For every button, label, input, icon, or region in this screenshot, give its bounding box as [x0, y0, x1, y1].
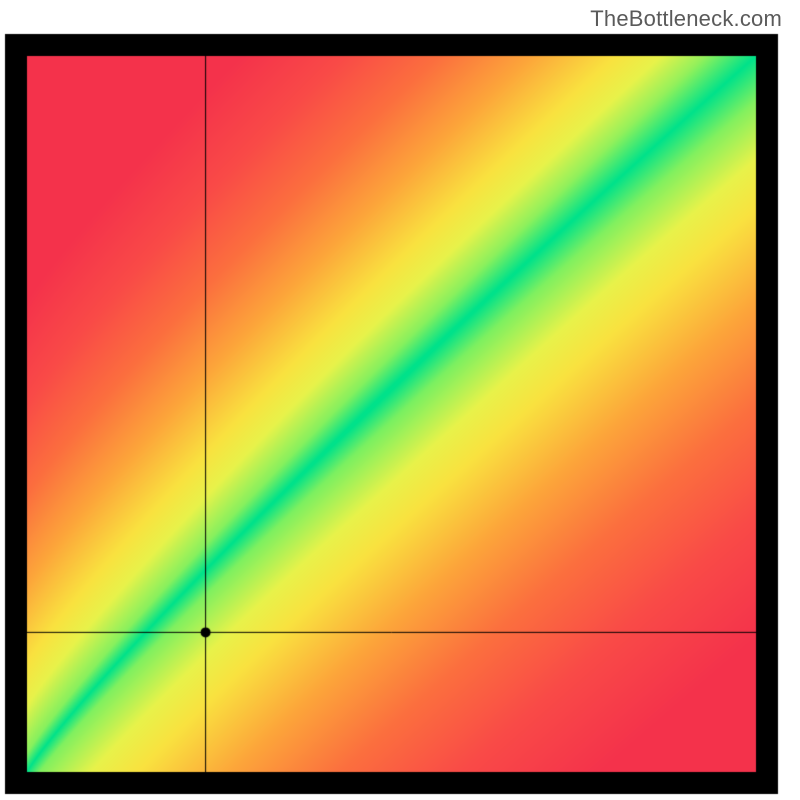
watermark-text: TheBottleneck.com — [590, 6, 782, 32]
heatmap-canvas — [0, 0, 800, 800]
chart-container: TheBottleneck.com — [0, 0, 800, 800]
